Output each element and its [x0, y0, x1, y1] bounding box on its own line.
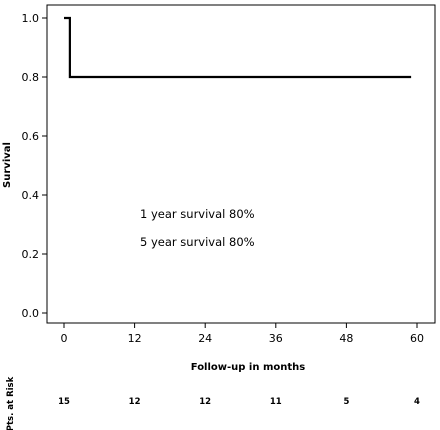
y-axis: 0.0 0.2 0.4 0.6 0.8 1.0: [22, 12, 47, 320]
at-risk-value: 11: [270, 397, 282, 407]
survival-curve: [64, 16, 412, 79]
x-tick-label: 12: [128, 332, 142, 345]
at-risk-title: Pts. at Risk: [6, 376, 16, 430]
at-risk-value: 5: [343, 397, 349, 407]
x-axis-title: Follow-up in months: [191, 362, 306, 373]
y-tick-label: 0.2: [22, 248, 40, 261]
at-risk-row: 15 12 12 11 5 4: [58, 397, 420, 407]
survival-curve-group: [64, 16, 412, 79]
x-axis: 0 12 24 36 48 60: [61, 323, 424, 345]
x-tick-label: 36: [269, 332, 283, 345]
x-tick-label: 48: [339, 332, 353, 345]
x-tick-label: 0: [61, 332, 68, 345]
plot-frame: [46, 4, 436, 324]
y-tick-label: 0.6: [22, 130, 40, 143]
y-tick-label: 0.4: [22, 189, 40, 202]
x-tick-label: 24: [198, 332, 212, 345]
annotation-5-year: 5 year survival 80%: [140, 235, 255, 249]
y-tick-label: 0.0: [22, 307, 40, 320]
annotation-1-year: 1 year survival 80%: [140, 207, 255, 221]
y-axis-title: Survival: [2, 142, 13, 188]
at-risk-value: 12: [129, 397, 141, 407]
y-tick-label: 1.0: [22, 12, 40, 25]
at-risk-value: 15: [58, 397, 70, 407]
at-risk-value: 12: [199, 397, 211, 407]
at-risk-value: 4: [414, 397, 420, 407]
x-tick-label: 60: [410, 332, 424, 345]
y-tick-label: 0.8: [22, 71, 40, 84]
